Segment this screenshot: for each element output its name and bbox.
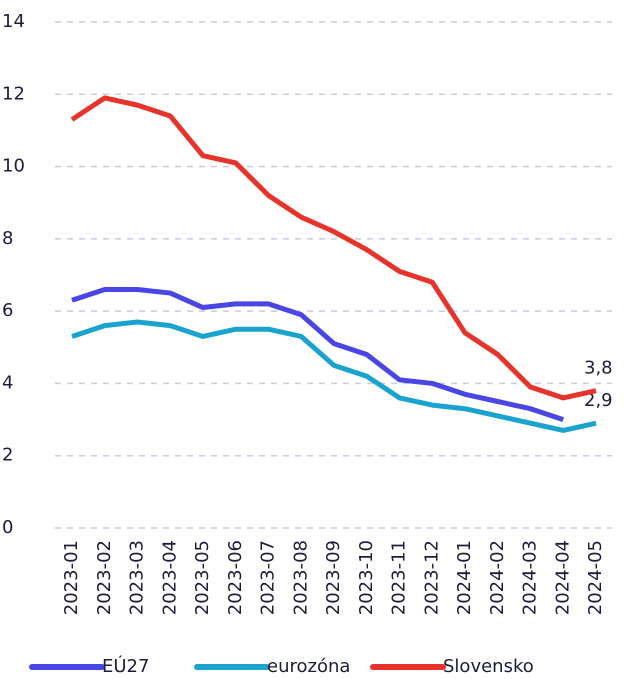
- x-tick-label: 2024-01: [454, 540, 475, 615]
- y-tick-label: 6: [2, 300, 13, 321]
- legend-label: Slovensko: [443, 656, 534, 677]
- x-tick-label: 2023-08: [290, 540, 311, 615]
- x-tick-label: 2023-03: [127, 540, 148, 615]
- y-tick-label: 8: [2, 228, 13, 249]
- line-series: [71, 286, 565, 422]
- x-tick-label: 2024-05: [585, 540, 606, 615]
- y-tick-label: 12: [2, 83, 25, 104]
- x-tick-label: 2024-03: [520, 540, 541, 615]
- x-tick-label: 2023-04: [159, 540, 180, 615]
- x-tick-label: 2023-12: [421, 540, 442, 615]
- line-series: [70, 95, 597, 401]
- data-label: 3,8: [584, 358, 613, 379]
- y-tick-label: 2: [2, 445, 13, 466]
- x-tick-label: 2023-10: [356, 540, 377, 615]
- x-tick-label: 2023-06: [225, 540, 246, 615]
- x-tick-label: 2023-07: [258, 540, 279, 615]
- y-tick-label: 10: [2, 156, 25, 177]
- x-tick-label: 2023-01: [61, 540, 82, 615]
- y-tick-label: 0: [2, 517, 13, 538]
- data-label: 2,9: [584, 390, 613, 411]
- x-tick-label: 2023-05: [192, 540, 213, 615]
- x-tick-label: 2023-09: [323, 540, 344, 615]
- x-tick-label: 2024-04: [552, 540, 573, 615]
- x-tick-label: 2024-02: [487, 540, 508, 615]
- line-series: [71, 319, 597, 433]
- legend-label: EÚ27: [102, 655, 149, 677]
- y-tick-label: 4: [2, 372, 13, 393]
- y-tick-label: 14: [2, 11, 25, 32]
- x-tick-label: 2023-11: [389, 540, 410, 615]
- legend-label: eurozóna: [267, 656, 350, 677]
- x-tick-label: 2023-02: [94, 540, 115, 615]
